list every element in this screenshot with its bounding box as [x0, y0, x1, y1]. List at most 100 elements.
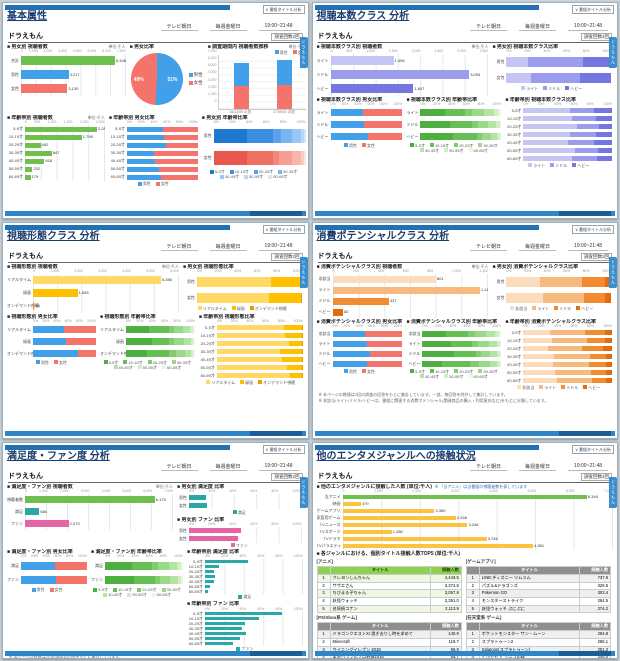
- bar-track: 6,179: [25, 493, 174, 506]
- chart-cell: ■ 男女別 視聴本数クラス比率 0% 20% 40% 60% 80% 100% 男性 女性 ライト…: [492, 44, 612, 91]
- legend-swatch: [550, 163, 555, 168]
- chart-row: ■ 消費ポテンシャルクラス別 視聴者数 単位:千人 0 200 400 600 800 1,0…: [317, 264, 614, 318]
- bar-label: 10-19才: [188, 563, 203, 569]
- bar-track: 6,346: [342, 493, 613, 501]
- legend: リアルタイム 録画 オンデマンド視聴: [183, 306, 302, 311]
- stack-segment: [581, 276, 605, 287]
- axis-tick-label: 6,000: [143, 488, 153, 493]
- axis-tick-label: 20%: [434, 323, 442, 328]
- axis-tick-label: 20%: [228, 120, 236, 125]
- legend-item: 20-29才: [147, 360, 167, 365]
- stack-segment: [506, 292, 544, 303]
- axis-tick-label: 40%: [354, 101, 362, 106]
- panel-header: テレビ朝日 毎週金曜日 19:00~21:48 ドラえもん 調査回数2回: [8, 23, 303, 43]
- legend-item: ヘビー: [583, 385, 600, 390]
- axis-tick-label: 2,000: [207, 84, 217, 89]
- bar-value: 1,280: [392, 529, 403, 535]
- show-side-tab[interactable]: ドラえもん: [299, 257, 308, 288]
- bar: [204, 570, 214, 574]
- stack-track: [420, 107, 502, 119]
- axis-tick-label: 80%: [75, 318, 83, 323]
- show-side-tab[interactable]: ドラえもん: [609, 37, 617, 68]
- bar-label: 満足: [15, 508, 23, 514]
- title-cell: Pokemon GO: [478, 589, 581, 598]
- show-side-tab[interactable]: ドラえもん: [609, 477, 617, 508]
- rank-cell: 2: [316, 581, 331, 591]
- show-side-tab[interactable]: ドラえもん: [299, 37, 308, 68]
- program-title-analysis-button[interactable]: ∨ 番組タイトル分析: [262, 5, 305, 14]
- program-title-analysis-button[interactable]: ∨ 番組タイトル分析: [262, 225, 305, 234]
- bar-track: 847: [25, 149, 105, 158]
- legend-label: 60-69才: [166, 364, 182, 370]
- stack-label: 40-49才: [507, 361, 522, 367]
- legend-item: 60-69才: [468, 148, 488, 153]
- axis-tick-label: 100%: [86, 318, 96, 323]
- stack-segment: [604, 276, 612, 287]
- stack-track: [523, 345, 613, 353]
- pie-label: 51%: [167, 76, 178, 83]
- stack-label: 30-39才: [507, 131, 522, 137]
- axis-tick-label: 5,000: [146, 268, 155, 273]
- bar-track: [204, 616, 303, 622]
- rank-header: [465, 566, 480, 575]
- axis-tick-label: 500: [34, 120, 41, 125]
- program-title-analysis-button[interactable]: ∨ 番組タイトル分析: [572, 445, 614, 454]
- report-panel: ∨ 番組タイトル分析 満足度・ファン度 分析 テレビ朝日 毎週金曜日 19:00~21:4…: [2, 442, 309, 659]
- legend-swatch: [361, 143, 366, 148]
- bar-row: ファン 2,073: [7, 517, 174, 530]
- stack-label: 30-39才: [200, 348, 215, 354]
- bar-label: 家庭用ゲーム: [316, 515, 341, 521]
- legend-label: 20-29才: [258, 169, 274, 175]
- bar-value: 1,847: [414, 85, 425, 91]
- program-title-analysis-button[interactable]: ∨ 番組タイトル分析: [262, 445, 305, 454]
- axis-tick-label: 0%: [523, 101, 529, 106]
- panel-title: 視聴本数クラス 分析: [316, 11, 410, 22]
- stack-segment: [420, 120, 450, 129]
- legend-label: ライト: [526, 85, 539, 91]
- legend-label: 10-19才: [434, 368, 450, 374]
- bar-row: リアルタイム 5,288: [7, 273, 179, 287]
- legend-item: 非該当: [517, 385, 534, 390]
- bar-label: ヘビー: [316, 85, 329, 91]
- bar: [204, 590, 208, 594]
- legend-swatch: [35, 360, 40, 365]
- stack-track: [33, 324, 96, 336]
- survey-count-badge: 調査回数2回: [580, 472, 612, 481]
- table-header-row: タイトル 接触人数: [316, 622, 462, 632]
- show-side-tab[interactable]: ドラえもん: [299, 477, 308, 508]
- stack-segment: [420, 132, 453, 141]
- stack-segment: [574, 148, 598, 154]
- chart-hbar: ■ 年齢帯別 ファン 比率 0% 20% 40% 60% 80% 100% 5-9才 10-19…: [187, 601, 303, 651]
- chart-row: ■ 視聴形態別 男女比率 0% 20% 40% 60% 80% 100% リアルタイム 録画 オン…: [7, 314, 304, 385]
- stack-track: [523, 139, 613, 147]
- bar: [25, 134, 82, 140]
- legend-swatch: [292, 50, 297, 55]
- stack-segment: [193, 349, 195, 358]
- legend-swatch: [478, 369, 483, 374]
- stack-row: オンデマンド視聴: [100, 348, 195, 360]
- table-row: 3 ちびまる子ちゃん 3,057.8: [316, 589, 462, 598]
- legend-swatch: [113, 587, 118, 592]
- station-label: テレビ朝日: [160, 23, 198, 31]
- stack-track: [125, 348, 195, 360]
- bar-row: TVスポーツ 1,280: [317, 528, 613, 536]
- stack-label: 10-19才: [507, 115, 522, 121]
- chart-cell: ■ 消費ポテンシャルクラス別 男女比率 0% 20% 40% 60% 80% 100% 非該当…: [317, 319, 403, 374]
- bar-label: 合計: [11, 57, 19, 63]
- chart-title-text: ■ 消費ポテンシャルクラス別 年齢帯比率: [406, 318, 498, 325]
- stack-track: [21, 559, 88, 573]
- panel-bottom-bar-end: [559, 211, 611, 216]
- show-side-tab[interactable]: ドラえもん: [609, 257, 617, 288]
- bar-label: 非該当: [318, 276, 331, 282]
- bar-row: 20-29才: [187, 569, 303, 575]
- chart-title: ■ 男女比率: [130, 44, 204, 50]
- program-title-analysis-button[interactable]: ∨ 番組タイトル分析: [572, 5, 614, 14]
- axis-tick-label: 60%: [250, 522, 258, 527]
- bar-track: 618: [25, 157, 105, 166]
- axis-tick-label: 800: [427, 268, 434, 273]
- program-title-analysis-button[interactable]: ∨ 番組タイトル分析: [572, 225, 614, 234]
- axis-tick-label: 100%: [393, 101, 403, 106]
- stack-segment: [174, 325, 184, 334]
- stack-track: [330, 107, 403, 119]
- stack-label: 5-9才: [205, 324, 215, 330]
